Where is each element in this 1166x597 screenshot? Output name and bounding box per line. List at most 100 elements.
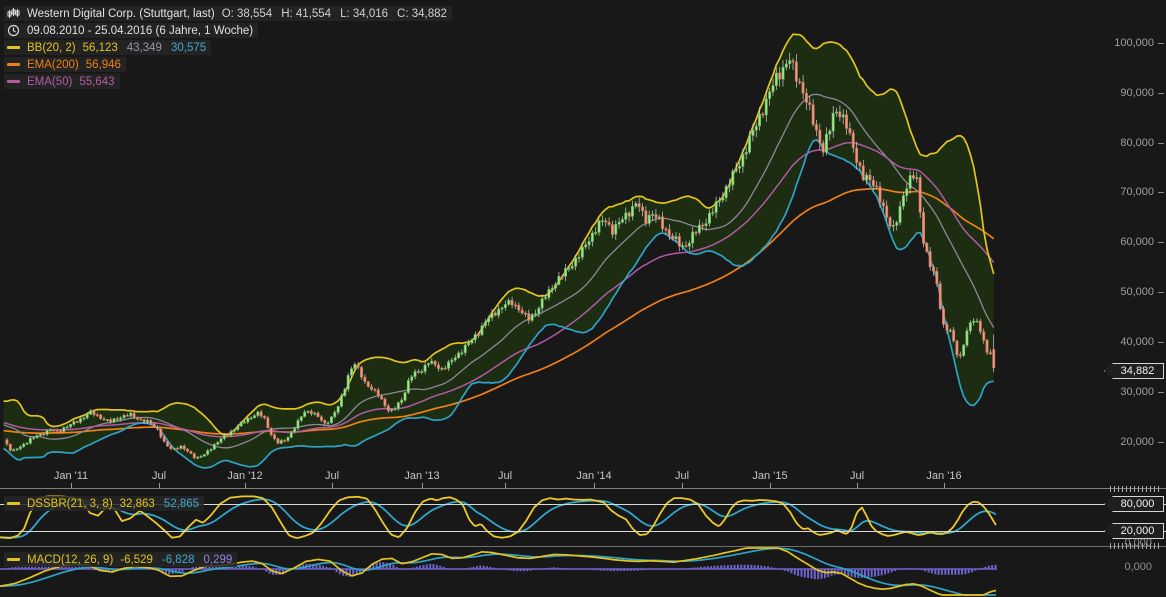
price-axis-tick: 40,000 — [1120, 336, 1164, 348]
price-axis-tick: 60,000 — [1120, 236, 1164, 248]
price-axis-label: 50,000 — [1120, 286, 1154, 298]
time-axis-label: Jul — [849, 470, 865, 482]
dssbr-level-80-line — [0, 504, 1166, 505]
time-axis-label: Jan '15 — [752, 470, 788, 482]
macd-swatch-icon — [7, 558, 20, 561]
price-axis-tick: 100,000 — [1114, 37, 1164, 49]
clock-icon — [7, 24, 20, 37]
price-axis-tick: 90,000 — [1120, 87, 1164, 99]
time-axis-tick-mark — [594, 483, 595, 488]
price-axis-label: 70,000 — [1120, 186, 1154, 198]
date-range-text: 09.08.2010 - 25.04.2016 (6 Jahre, 1 Woch… — [27, 24, 254, 37]
dssbr-values: 32,863 52,865 — [120, 498, 199, 510]
price-axis-tick-mark — [1158, 341, 1164, 343]
time-axis-tick-mark — [944, 483, 945, 488]
ohlc-value: C: 34,882 — [397, 7, 447, 20]
time-axis-tick-mark — [857, 483, 858, 488]
price-axis-label: 40,000 — [1120, 336, 1154, 348]
price-axis-tick: 70,000 — [1120, 186, 1164, 198]
ohlc-values: O: 38,554 H: 41,554 L: 34,016 C: 34,882 — [222, 8, 447, 20]
time-axis-label: Jan '16 — [926, 470, 962, 482]
time-axis-tick-mark — [770, 483, 771, 488]
indicator-values: 56,946 — [86, 59, 121, 71]
time-axis-tick-mark — [245, 483, 246, 488]
indicator-values: 55,643 — [79, 76, 114, 88]
legend-indicator-bb[interactable]: BB(20, 2) 56,123 43,349 30,575 — [4, 40, 212, 55]
price-axis-tick-mark — [1158, 42, 1164, 44]
time-axis-tick-mark — [682, 483, 683, 488]
dssbr-level-tag[interactable]: 20,000 — [1104, 523, 1164, 539]
price-axis-tick: 20,000 — [1120, 436, 1164, 448]
dssbr-value: 32,863 — [119, 497, 155, 510]
price-axis-label: 60,000 — [1120, 236, 1154, 248]
time-axis-tick-mark — [422, 483, 423, 488]
price-axis-label: 30,000 — [1120, 386, 1154, 398]
time-axis-label: Jul — [324, 470, 340, 482]
price-axis-label: 20,000 — [1120, 436, 1154, 448]
dssbr-level-tag[interactable]: 80,000 — [1104, 496, 1164, 512]
indicator-swatch-icon — [7, 80, 20, 83]
ohlc-value: H: 41,554 — [281, 7, 332, 20]
indicator-value: 55,643 — [79, 75, 115, 88]
macd-name: MACD(12, 26, 9) — [27, 553, 114, 566]
time-axis-label: Jan '11 — [53, 470, 89, 482]
time-axis-tick-mark — [159, 483, 160, 488]
indicator-value: 43,349 — [126, 41, 162, 54]
symbol-title: Western Digital Corp. (Stuttgart, last) — [27, 7, 215, 20]
time-axis-tick-mark — [71, 483, 72, 488]
dssbr-swatch-icon — [7, 502, 20, 505]
dssbr-value: 52,865 — [163, 497, 200, 510]
dssbr-legend-row[interactable]: DSSBR(21, 3, 8) 32,863 52,865 — [4, 496, 205, 511]
indicator-swatch-icon — [7, 63, 20, 66]
price-axis-tick-mark — [1158, 241, 1164, 243]
time-axis-label: Jul — [497, 470, 513, 482]
pane-resize-grip-lower[interactable] — [1110, 543, 1160, 549]
price-axis-tick: 50,000 — [1120, 286, 1164, 298]
indicator-name: EMA(200) — [27, 58, 79, 71]
last-price-tag[interactable]: 34,882 — [1104, 363, 1164, 379]
price-axis-label: 90,000 — [1120, 87, 1154, 99]
indicator-value: 56,946 — [85, 58, 121, 71]
price-axis-tick-mark — [1158, 142, 1164, 144]
price-axis-tick-mark — [1158, 291, 1164, 293]
price-axis-tick-mark — [1158, 391, 1164, 393]
macd-legend-row[interactable]: MACD(12, 26, 9) -6,529 -6,828 0,299 — [4, 552, 238, 567]
dssbr-level-20-line — [0, 531, 1166, 532]
indicator-name: EMA(50) — [27, 75, 73, 88]
time-axis-label: Jan '14 — [576, 470, 612, 482]
pane-resize-grip-upper[interactable] — [1110, 486, 1160, 492]
time-axis-tick-mark — [332, 483, 333, 488]
dssbr-zero-label: 0,000 — [1124, 537, 1152, 549]
indicator-value: 56,123 — [82, 41, 118, 54]
indicator-name: BB(20, 2) — [27, 41, 76, 54]
date-range-row[interactable]: 09.08.2010 - 25.04.2016 (6 Jahre, 1 Woch… — [4, 23, 259, 38]
price-axis-tick-mark — [1158, 441, 1164, 443]
macd-zero-label: 0,000 — [1124, 561, 1152, 573]
price-axis-tick-mark — [1158, 191, 1164, 193]
indicator-value: 30,575 — [170, 41, 207, 54]
macd-values: -6,529 -6,828 0,299 — [120, 554, 232, 566]
x-axis-line — [0, 488, 1166, 489]
macd-value: -6,828 — [161, 553, 195, 566]
price-axis-label: 100,000 — [1114, 37, 1154, 49]
time-axis-tick-mark — [505, 483, 506, 488]
time-axis-label: Jan '12 — [227, 470, 263, 482]
indicator-values: 56,123 43,349 30,575 — [83, 42, 207, 54]
macd-value: -6,529 — [120, 553, 153, 566]
candlestick-icon — [7, 7, 20, 20]
indicator-swatch-icon — [7, 46, 20, 49]
price-axis-tick: 30,000 — [1120, 386, 1164, 398]
ohlc-value: L: 34,016 — [340, 7, 389, 20]
legend-indicator-ema[interactable]: EMA(200) 56,946 — [4, 57, 126, 72]
symbol-legend-row[interactable]: Western Digital Corp. (Stuttgart, last) … — [4, 6, 452, 21]
pane-separator-dssbr-macd[interactable] — [0, 546, 1166, 547]
dssbr-name: DSSBR(21, 3, 8) — [27, 497, 113, 510]
time-axis-label: Jan '13 — [404, 470, 440, 482]
time-axis-label: Jul — [151, 470, 167, 482]
ohlc-value: O: 38,554 — [221, 7, 273, 20]
legend-indicator-ema[interactable]: EMA(50) 55,643 — [4, 74, 120, 89]
price-axis-tick: 80,000 — [1120, 137, 1164, 149]
price-axis-label: 80,000 — [1120, 137, 1154, 149]
